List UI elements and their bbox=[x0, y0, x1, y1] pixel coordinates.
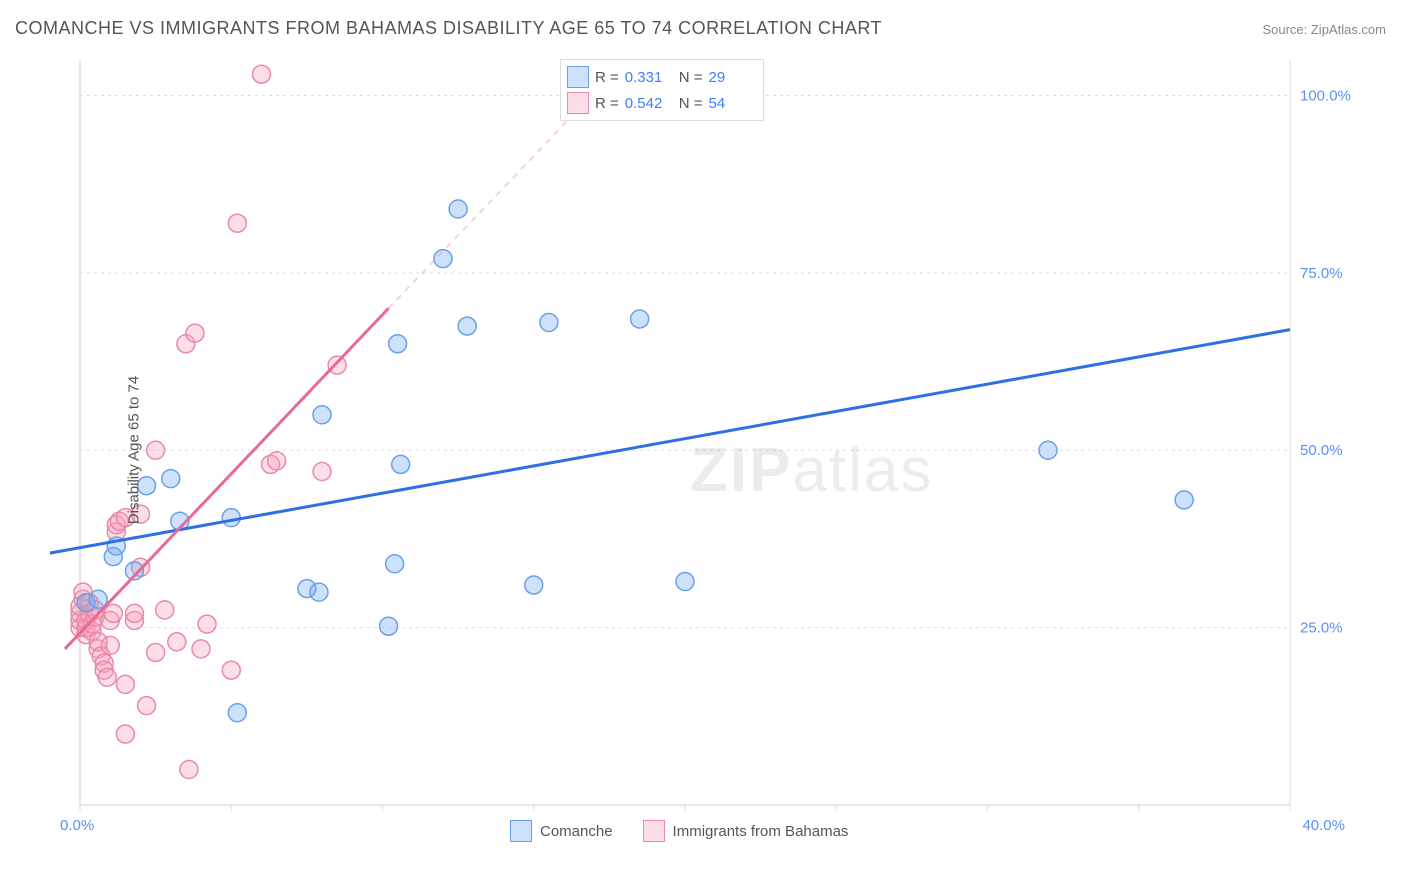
data-point-blue bbox=[380, 617, 398, 635]
data-point-pink bbox=[116, 675, 134, 693]
source-link[interactable]: ZipAtlas.com bbox=[1311, 22, 1386, 37]
source-label: Source: bbox=[1262, 22, 1310, 37]
data-point-blue bbox=[676, 573, 694, 591]
data-point-pink bbox=[198, 615, 216, 633]
data-point-pink bbox=[147, 643, 165, 661]
data-point-pink bbox=[228, 214, 246, 232]
data-point-blue bbox=[392, 455, 410, 473]
data-point-pink bbox=[138, 697, 156, 715]
legend-stats-row-blue: R = 0.331 N = 29 bbox=[567, 64, 757, 90]
data-point-blue bbox=[525, 576, 543, 594]
legend-item-comanche: Comanche bbox=[510, 820, 613, 842]
data-point-blue bbox=[449, 200, 467, 218]
y-tick-label: 25.0% bbox=[1300, 620, 1343, 637]
n-label: N = bbox=[679, 69, 703, 86]
legend-label-bahamas: Immigrants from Bahamas bbox=[673, 823, 849, 840]
r-label: R = bbox=[595, 69, 619, 86]
data-point-blue bbox=[389, 335, 407, 353]
legend-swatch-pink bbox=[643, 820, 665, 842]
data-point-pink bbox=[192, 640, 210, 658]
y-tick-label: 75.0% bbox=[1300, 265, 1343, 282]
y-tick-label: 50.0% bbox=[1300, 442, 1343, 459]
chart-title: COMANCHE VS IMMIGRANTS FROM BAHAMAS DISA… bbox=[15, 18, 882, 39]
data-point-blue bbox=[310, 583, 328, 601]
data-point-blue bbox=[631, 310, 649, 328]
legend-item-bahamas: Immigrants from Bahamas bbox=[643, 820, 849, 842]
n-value: 54 bbox=[709, 95, 757, 112]
data-point-pink bbox=[125, 604, 143, 622]
data-point-pink bbox=[180, 761, 198, 779]
source-attribution: Source: ZipAtlas.com bbox=[1262, 22, 1386, 37]
data-point-blue bbox=[162, 470, 180, 488]
data-point-blue bbox=[386, 555, 404, 573]
legend-swatch bbox=[567, 92, 589, 114]
scatter-plot: 25.0% 50.0% 75.0% 100.0% 0.0% 40.0% bbox=[50, 55, 1360, 845]
data-point-pink bbox=[328, 356, 346, 374]
data-point-pink bbox=[268, 452, 286, 470]
data-point-blue bbox=[228, 704, 246, 722]
data-point-pink bbox=[168, 633, 186, 651]
x-tick-label: 0.0% bbox=[60, 817, 94, 834]
data-point-blue bbox=[313, 406, 331, 424]
legend-label-comanche: Comanche bbox=[540, 823, 613, 840]
correlation-legend: R = 0.331 N = 29 R = 0.542 N = 54 bbox=[560, 59, 764, 121]
trend-line-blue bbox=[50, 330, 1290, 553]
data-point-pink bbox=[186, 324, 204, 342]
n-label: N = bbox=[679, 95, 703, 112]
y-tick-label: 100.0% bbox=[1300, 87, 1351, 104]
data-point-blue bbox=[458, 317, 476, 335]
data-point-pink bbox=[98, 668, 116, 686]
data-point-blue bbox=[434, 250, 452, 268]
r-value: 0.331 bbox=[625, 69, 673, 86]
data-point-blue bbox=[222, 509, 240, 527]
legend-swatch bbox=[567, 66, 589, 88]
n-value: 29 bbox=[709, 69, 757, 86]
data-point-pink bbox=[101, 636, 119, 654]
data-point-pink bbox=[222, 661, 240, 679]
data-point-pink bbox=[253, 65, 271, 83]
r-value: 0.542 bbox=[625, 95, 673, 112]
data-point-blue bbox=[1039, 441, 1057, 459]
legend-stats-row-pink: R = 0.542 N = 54 bbox=[567, 90, 757, 116]
data-point-pink bbox=[156, 601, 174, 619]
legend-swatch-blue bbox=[510, 820, 532, 842]
data-point-pink bbox=[147, 441, 165, 459]
trend-line-pink bbox=[65, 308, 389, 649]
r-label: R = bbox=[595, 95, 619, 112]
x-tick-label: 40.0% bbox=[1302, 817, 1345, 834]
data-point-pink bbox=[116, 725, 134, 743]
data-point-blue bbox=[540, 314, 558, 332]
data-point-pink bbox=[104, 604, 122, 622]
series-legend: Comanche Immigrants from Bahamas bbox=[510, 820, 848, 842]
data-point-blue bbox=[1175, 491, 1193, 509]
data-point-pink bbox=[313, 463, 331, 481]
y-axis-label: Disability Age 65 to 74 bbox=[126, 376, 143, 524]
chart-container: Disability Age 65 to 74 25.0% 50.0% 75.0% 1… bbox=[50, 55, 1360, 845]
